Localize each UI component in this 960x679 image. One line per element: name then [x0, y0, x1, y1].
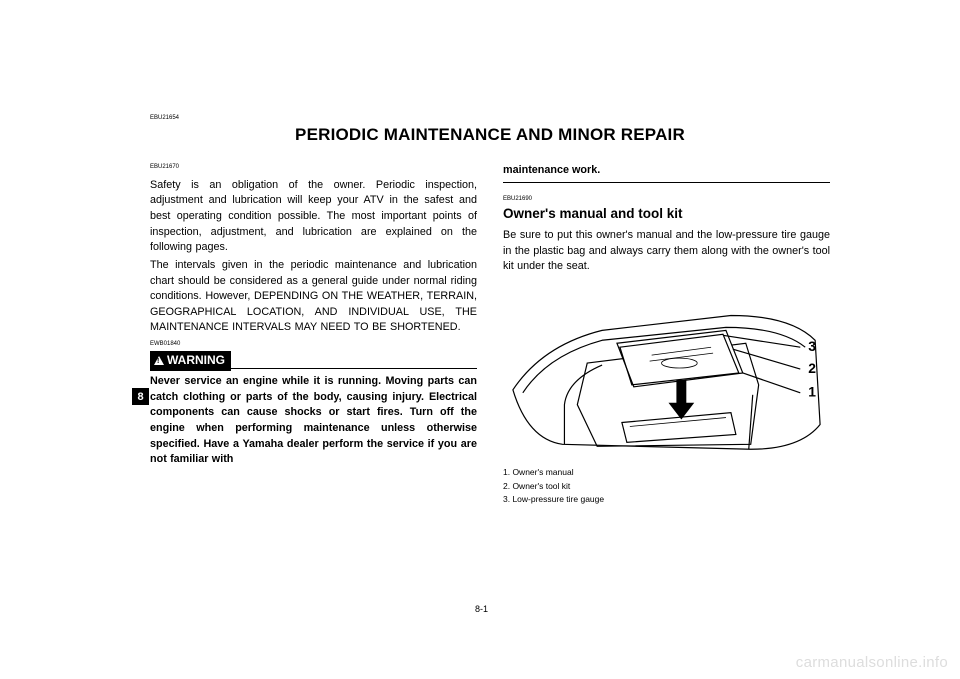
section-title: Owner's manual and tool kit [503, 204, 830, 224]
caption-line: 3. Low-pressure tire gauge [503, 493, 830, 506]
chapter-tab: 8 [132, 388, 149, 405]
page-number: 8-1 [475, 604, 488, 614]
left-column: EBU21670 Safety is an obligation of the … [150, 163, 477, 506]
section-code: EBU21690 [503, 195, 830, 204]
callout-1: 1 [808, 384, 816, 400]
figure-caption: 1. Owner's manual 2. Owner's tool kit 3.… [503, 466, 830, 506]
warning-badge-row: WARNING [150, 351, 477, 371]
section-code: EBU21670 [150, 163, 477, 172]
body-paragraph: Be sure to put this owner's manual and t… [503, 228, 830, 275]
two-column-layout: EBU21670 Safety is an obligation of the … [150, 163, 830, 506]
manual-page: EBU21654 PERIODIC MAINTENANCE AND MINOR … [150, 115, 830, 615]
warning-code: EWB01840 [150, 340, 477, 349]
warning-triangle-icon [154, 356, 164, 365]
warning-body: Never service an engine while it is runn… [150, 374, 477, 468]
warning-badge: WARNING [150, 351, 231, 371]
callout-2: 2 [808, 360, 816, 376]
header-code: EBU21654 [150, 115, 830, 121]
right-column: maintenance work. EBU21690 Owner's manua… [503, 163, 830, 506]
toolkit-illustration: 3 2 1 [503, 285, 830, 455]
callout-3: 3 [808, 338, 816, 354]
caption-line: 2. Owner's tool kit [503, 480, 830, 493]
continued-text: maintenance work. [503, 163, 830, 179]
page-title: PERIODIC MAINTENANCE AND MINOR REPAIR [150, 125, 830, 145]
body-paragraph: The intervals given in the periodic main… [150, 258, 477, 336]
warning-rule [231, 368, 477, 369]
separator-rule [503, 182, 830, 183]
caption-line: 1. Owner's manual [503, 466, 830, 479]
body-paragraph: Safety is an obligation of the owner. Pe… [150, 178, 477, 256]
watermark: carmanualsonline.info [796, 654, 948, 671]
warning-label: WARNING [167, 352, 225, 369]
